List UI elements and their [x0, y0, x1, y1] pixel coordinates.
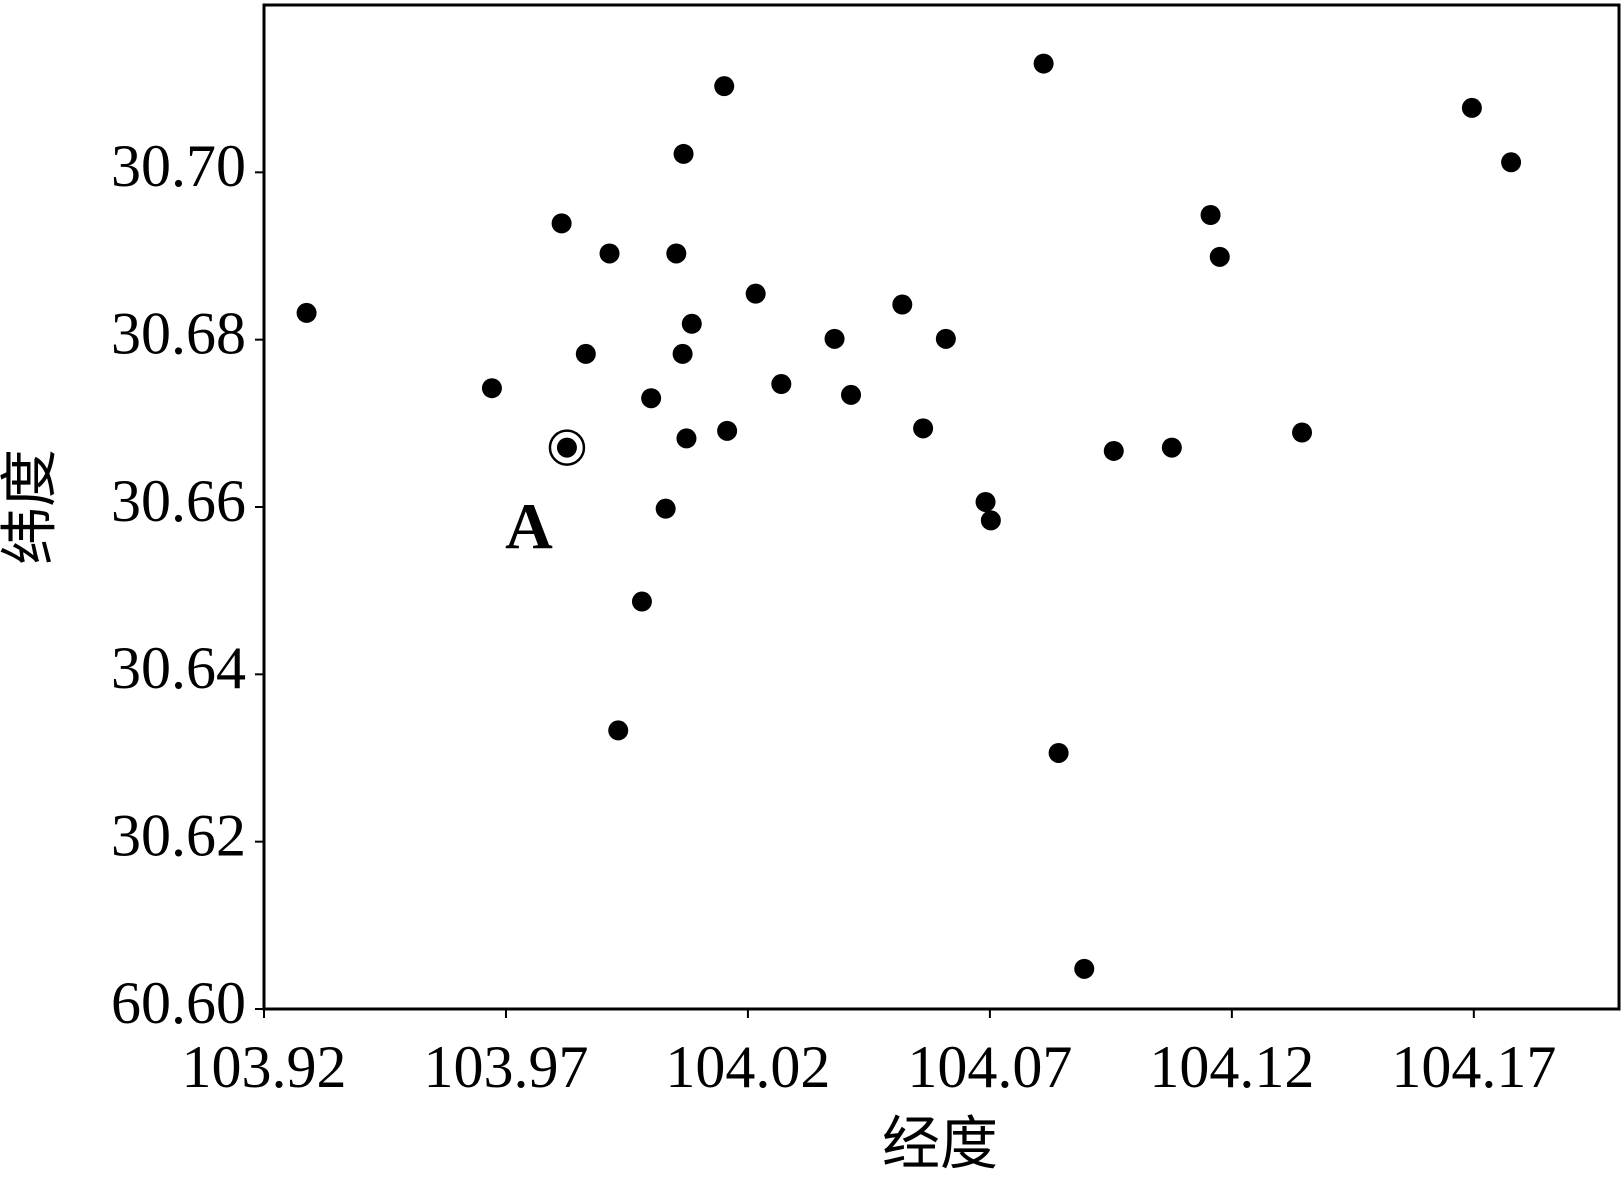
point [975, 491, 996, 512]
point [1048, 742, 1069, 763]
point [1292, 422, 1313, 443]
x-tick-label: 104.12 [1149, 1034, 1314, 1100]
x-axis-title: 经度 [882, 1111, 998, 1176]
point [1103, 440, 1124, 461]
point [608, 720, 629, 741]
point [1209, 246, 1230, 267]
point [556, 437, 577, 458]
point [913, 418, 934, 439]
x-tick-label: 104.17 [1391, 1034, 1556, 1100]
point [714, 76, 735, 97]
point [666, 243, 687, 264]
point [1501, 152, 1522, 173]
x-tick-label: 104.07 [907, 1034, 1072, 1100]
point [1200, 205, 1221, 226]
point [599, 243, 620, 264]
plot-frame [262, 3, 1621, 1011]
y-tick-label: 30.62 [111, 802, 246, 868]
y-tick-label: 30.68 [111, 300, 246, 366]
point [745, 283, 766, 304]
y-tick-label: 30.66 [111, 468, 246, 534]
y-tick-label: 60.60 [111, 970, 246, 1036]
point [676, 428, 697, 449]
point [1074, 958, 1095, 979]
point [717, 420, 738, 441]
x-tick-label: 103.97 [423, 1034, 588, 1100]
point [935, 328, 956, 349]
point [980, 510, 1001, 531]
point [824, 328, 845, 349]
point [1161, 437, 1182, 458]
point [1461, 97, 1482, 118]
y-tick-label: 30.70 [111, 133, 246, 199]
point [551, 213, 572, 234]
annotation-ring [548, 429, 586, 466]
y-tick-label: 30.64 [111, 635, 246, 701]
point [575, 343, 596, 364]
point [892, 294, 913, 315]
point [296, 302, 317, 323]
point [841, 384, 862, 405]
point [672, 343, 693, 364]
x-tick-label: 103.92 [182, 1034, 347, 1100]
y-axis-title: 纬度 [0, 449, 62, 565]
point [631, 591, 652, 612]
annotation-label: A [505, 491, 553, 564]
point [673, 143, 694, 164]
point [655, 498, 676, 519]
point [771, 374, 792, 395]
point [681, 313, 702, 334]
point [641, 388, 662, 409]
point [481, 378, 502, 399]
point [1033, 53, 1054, 74]
x-tick-label: 104.02 [665, 1034, 830, 1100]
